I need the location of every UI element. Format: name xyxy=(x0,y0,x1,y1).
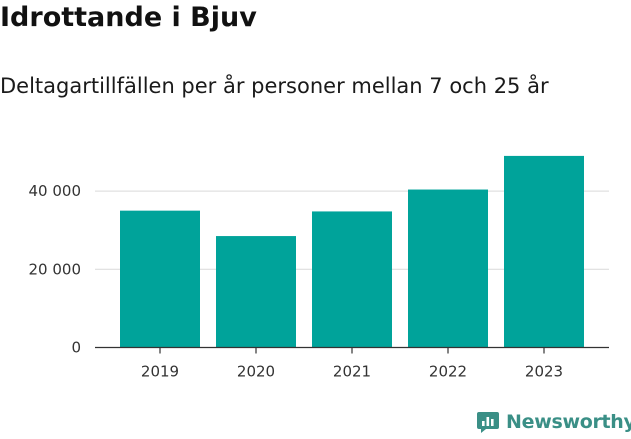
x-tick-label: 2020 xyxy=(237,363,275,381)
newsworthy-logo: Newsworthy xyxy=(476,408,631,436)
chart-title: Idrottande i Bjuv xyxy=(0,2,257,33)
chart-subtitle: Deltagartillfällen per år personer mella… xyxy=(0,74,549,98)
bar-2022 xyxy=(408,189,488,348)
x-tick-label: 2022 xyxy=(429,363,467,381)
bar-2020 xyxy=(216,236,296,348)
x-tick-label: 2021 xyxy=(333,363,371,381)
bar-2019 xyxy=(120,210,200,348)
bars xyxy=(120,155,584,348)
y-tick-label: 20 000 xyxy=(29,260,82,278)
x-tick-label: 2023 xyxy=(525,363,563,381)
y-tick-label: 40 000 xyxy=(29,182,82,200)
x-tick-label: 2019 xyxy=(141,363,179,381)
x-axis-ticks: 2019 2020 2021 2022 2023 xyxy=(141,347,563,381)
y-tick-label: 0 xyxy=(71,339,81,357)
bar-2021 xyxy=(312,211,392,348)
bar-chart-speech-bubble-icon xyxy=(476,410,500,434)
y-axis-ticks: 0 20 000 40 000 xyxy=(29,182,82,356)
logo-text: Newsworthy xyxy=(506,411,631,433)
bar-2023 xyxy=(504,155,584,348)
